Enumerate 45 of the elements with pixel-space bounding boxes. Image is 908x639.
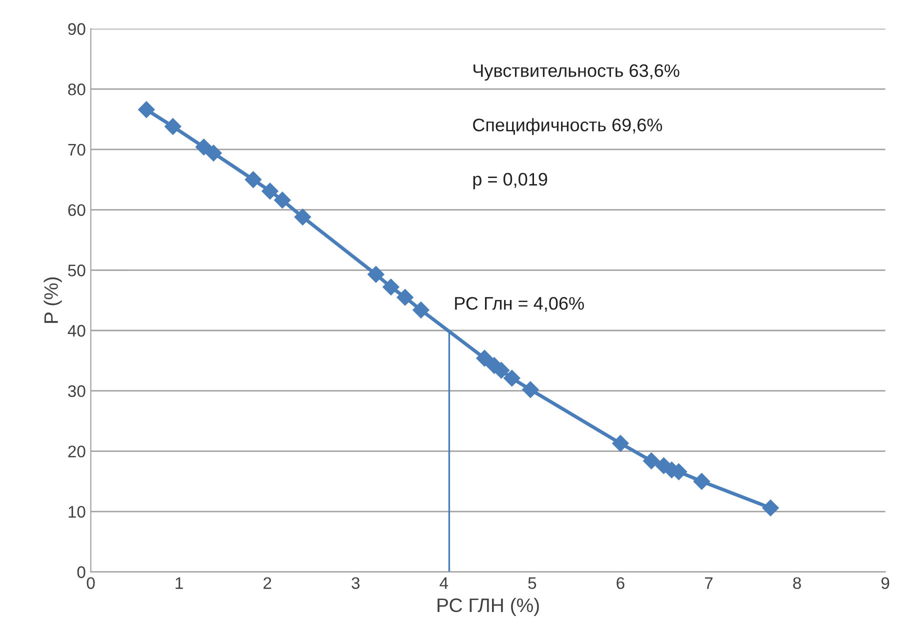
point [504, 370, 520, 387]
y-axis-title: P (%) [44, 277, 62, 323]
x-tick-label: 9 [881, 577, 890, 590]
point [368, 266, 384, 283]
x-tick-label: 0 [86, 577, 95, 590]
point [195, 138, 212, 156]
y-tick-label: 30 [68, 385, 86, 398]
x-tick-label: 2 [264, 577, 272, 589]
x-tick-label: 7 [704, 577, 713, 589]
point [382, 278, 400, 296]
point [262, 182, 278, 200]
x-tick-label: 1 [176, 577, 183, 589]
x-tick-label: 8 [793, 577, 801, 590]
y-tick-label: 90 [68, 23, 86, 35]
y-tick-label: 70 [68, 144, 86, 156]
annotation: p = 0,019 [473, 172, 548, 190]
y-tick-label: 10 [68, 506, 86, 518]
point [693, 473, 710, 490]
y-tick-label: 40 [68, 324, 86, 337]
point [762, 500, 779, 516]
y-tick-label: 50 [68, 264, 86, 276]
x-tick-label: 5 [528, 577, 536, 590]
x-tick-label: 6 [616, 577, 624, 590]
point [396, 288, 414, 306]
point [274, 192, 291, 209]
y-tick-label: 20 [68, 446, 86, 458]
point [138, 101, 155, 118]
annotation: Специфичность 69,6% [473, 118, 662, 135]
annotation: Чувствительность 63,6% [474, 64, 680, 81]
x-axis-title: РС ГЛН (%) [438, 598, 539, 616]
y-tick-label: 0 [77, 566, 86, 578]
point [294, 208, 312, 226]
point [476, 350, 493, 367]
point [205, 144, 222, 162]
point [244, 171, 262, 188]
y-tick-label: 60 [68, 204, 86, 216]
x-tick-label: 3 [352, 577, 360, 590]
point [412, 302, 430, 318]
ref-line-label: РС Глн = 4,06% [455, 296, 584, 312]
point [612, 434, 629, 452]
point [164, 118, 182, 135]
y-tick-label: 80 [68, 84, 86, 96]
x-tick-label: 4 [440, 577, 448, 589]
point [642, 452, 660, 470]
point [522, 381, 539, 398]
